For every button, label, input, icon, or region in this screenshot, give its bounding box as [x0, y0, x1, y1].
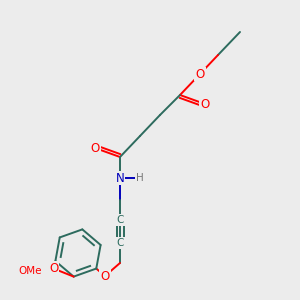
- Text: H: H: [136, 173, 144, 183]
- Text: C: C: [116, 215, 124, 225]
- Text: O: O: [90, 142, 100, 154]
- Text: N: N: [116, 172, 124, 184]
- Text: OMe: OMe: [18, 266, 42, 276]
- Text: O: O: [100, 269, 109, 283]
- Text: C: C: [116, 238, 124, 248]
- Text: O: O: [200, 98, 210, 110]
- Text: O: O: [195, 68, 205, 80]
- Text: O: O: [49, 262, 58, 275]
